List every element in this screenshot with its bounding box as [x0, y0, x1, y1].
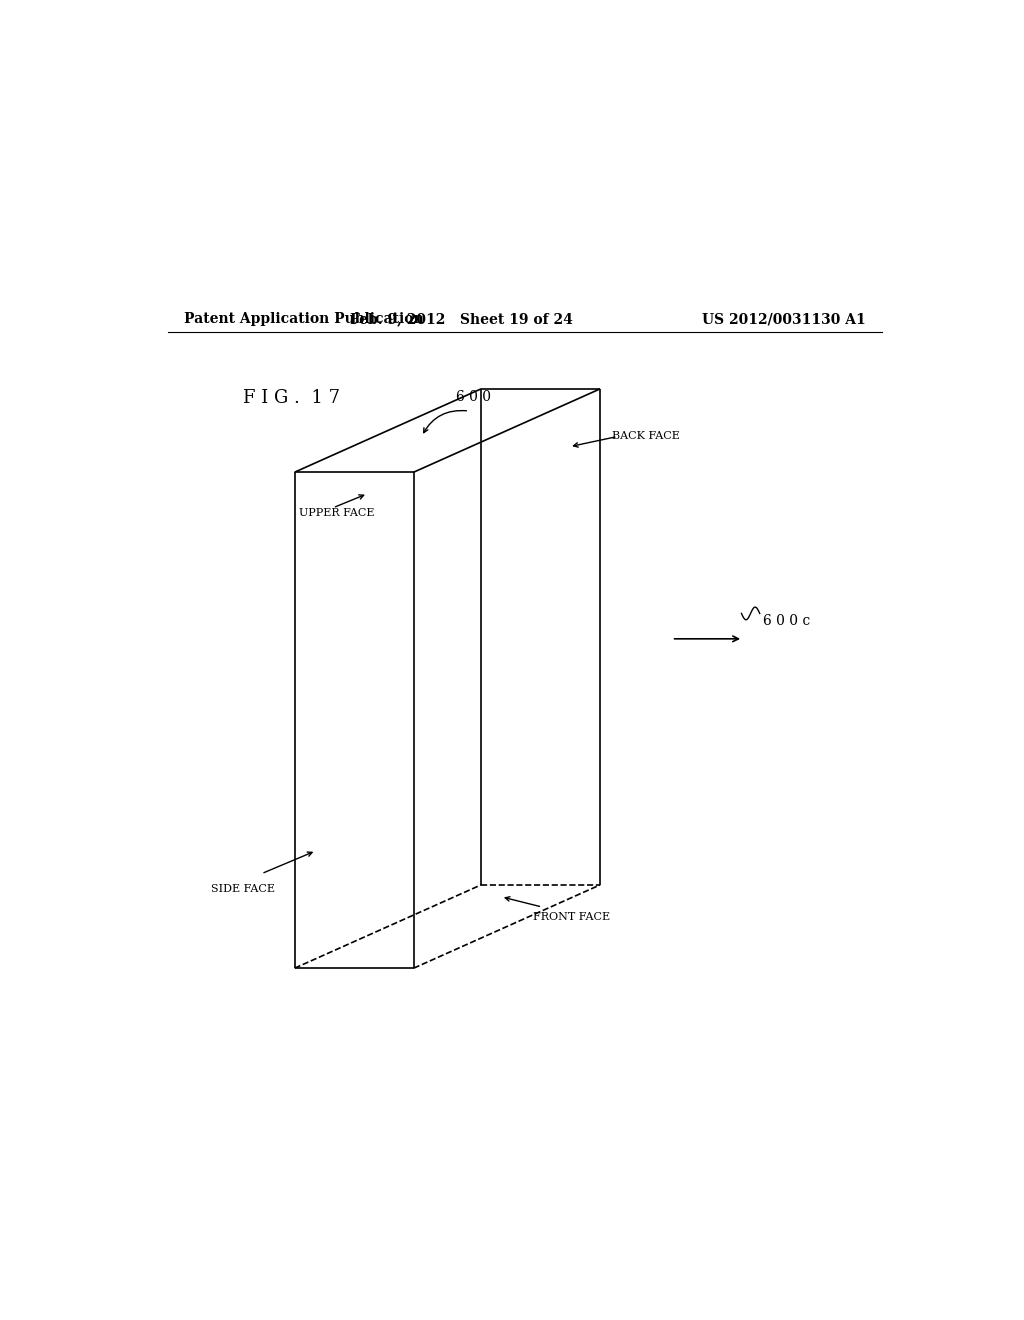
- Text: FRONT FACE: FRONT FACE: [532, 912, 610, 921]
- Text: BACK FACE: BACK FACE: [612, 432, 680, 441]
- Text: 6 0 0: 6 0 0: [456, 389, 490, 404]
- Text: UPPER FACE: UPPER FACE: [299, 508, 374, 519]
- Text: 6 0 0 c: 6 0 0 c: [763, 614, 810, 628]
- Text: Feb. 9, 2012   Sheet 19 of 24: Feb. 9, 2012 Sheet 19 of 24: [350, 312, 572, 326]
- Text: Patent Application Publication: Patent Application Publication: [183, 312, 423, 326]
- Text: F I G .  1 7: F I G . 1 7: [243, 389, 340, 408]
- Text: SIDE FACE: SIDE FACE: [211, 884, 275, 894]
- Text: US 2012/0031130 A1: US 2012/0031130 A1: [702, 312, 866, 326]
